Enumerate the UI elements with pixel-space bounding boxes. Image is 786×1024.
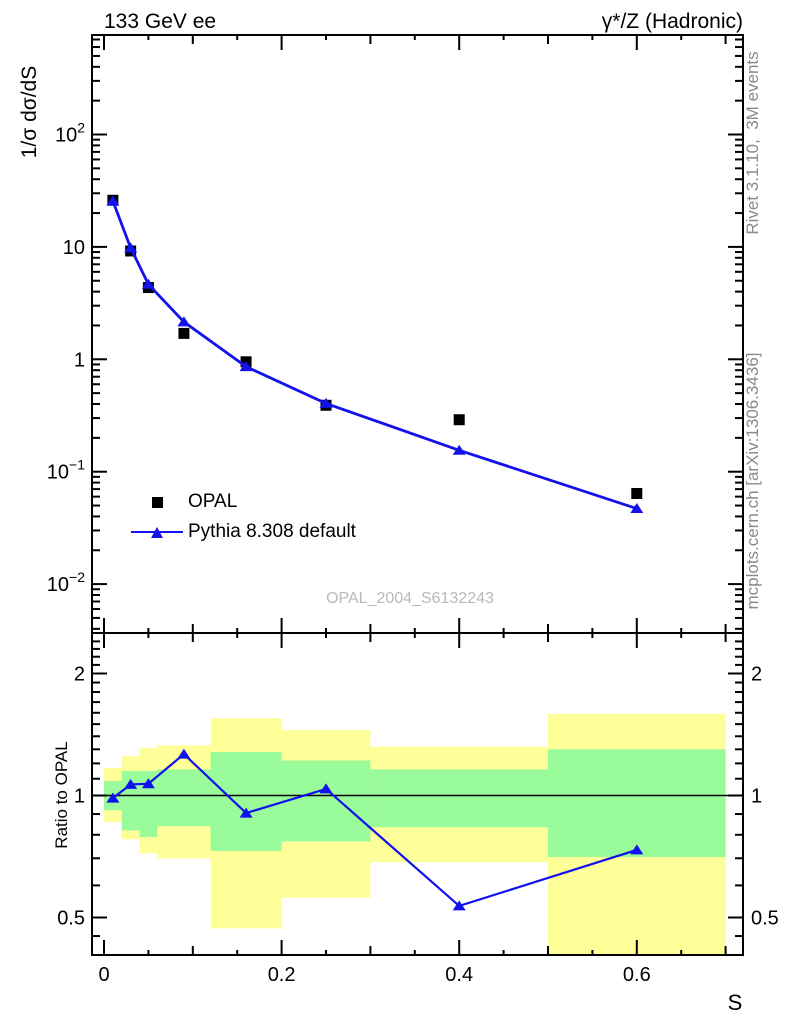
svg-text:10−1: 10−1 <box>47 457 85 484</box>
pythia-data-point <box>319 397 333 408</box>
svg-text:2: 2 <box>751 663 762 685</box>
legend-swatch-pythia <box>126 525 188 539</box>
svg-text:10: 10 <box>63 237 85 259</box>
legend-label-pythia: Pythia 8.308 default <box>188 521 356 542</box>
svg-text:1: 1 <box>74 349 85 371</box>
legend-row-pythia: Pythia 8.308 default <box>126 517 356 547</box>
svg-text:0: 0 <box>98 964 109 986</box>
analysis-id-watermark: OPAL_2004_S6132243 <box>326 590 494 607</box>
legend-label-opal: OPAL <box>188 491 238 512</box>
pythia-line <box>111 200 638 510</box>
pythia-markers <box>106 195 644 514</box>
ratio-pythia-marker <box>124 778 138 789</box>
svg-text:1: 1 <box>751 786 762 808</box>
svg-text:102: 102 <box>55 120 85 147</box>
rivet-version-note: Rivet 3.1.10, 3M events <box>743 51 762 235</box>
pythia-data-point <box>452 444 466 455</box>
tick-labels: 0 0.2 0.4 0.6 102 10 1 10−1 10−2 2 2 1 1 0.5 0.5 <box>47 120 779 987</box>
title-beam-energy: 133 GeV ee <box>104 10 217 33</box>
svg-text:0.4: 0.4 <box>445 964 473 986</box>
ratio-pythia-marker <box>319 783 333 794</box>
title-process: γ*/Z (Hadronic) <box>601 10 743 33</box>
svg-text:2: 2 <box>74 663 85 685</box>
pythia-data-point <box>141 278 155 289</box>
mcplots-arxiv-note: mcplots.cern.ch [arXiv:1306.3436] <box>743 352 762 610</box>
opal-data-point <box>453 414 465 426</box>
pythia-data-point <box>177 316 191 327</box>
pythia-triangle-icon <box>151 526 163 538</box>
svg-text:1: 1 <box>74 786 85 808</box>
x-axis-label: S <box>727 990 743 1015</box>
svg-text:0.5: 0.5 <box>57 908 85 930</box>
pythia-data-point <box>239 361 253 372</box>
opal-square-icon <box>151 496 163 508</box>
ratio-y-axis-label: Ratio to OPAL <box>52 741 71 849</box>
ratio-pythia-marker <box>141 778 155 789</box>
opal-data-point <box>631 487 643 499</box>
pythia-data-point <box>124 242 138 253</box>
pythia-line-icon <box>131 525 183 539</box>
opal-data-point <box>178 327 190 339</box>
ratio-pythia-marker <box>106 792 120 803</box>
main-y-axis-label: 1/σ dσ/dS <box>18 65 41 159</box>
pythia-data-point <box>106 195 120 206</box>
ratio-pythia-marker <box>630 844 644 855</box>
svg-text:0.5: 0.5 <box>751 908 779 930</box>
ratio-uncertainty-band-green <box>104 749 726 858</box>
svg-text:0.6: 0.6 <box>623 964 651 986</box>
ratio-pythia-marker <box>452 900 466 911</box>
svg-text:10−2: 10−2 <box>47 569 85 596</box>
ratio-pythia-marker <box>177 748 191 759</box>
opal-markers <box>107 194 643 499</box>
pythia-data-point <box>630 503 644 514</box>
ratio-markers <box>106 748 644 911</box>
axis-ticks <box>92 35 743 955</box>
ratio-pythia-marker <box>239 807 253 818</box>
panel-frames <box>91 34 744 956</box>
svg-text:0.2: 0.2 <box>268 964 296 986</box>
legend: OPAL Pythia 8.308 default <box>126 487 356 547</box>
legend-swatch-opal <box>126 496 188 508</box>
legend-row-opal: OPAL <box>126 487 356 517</box>
